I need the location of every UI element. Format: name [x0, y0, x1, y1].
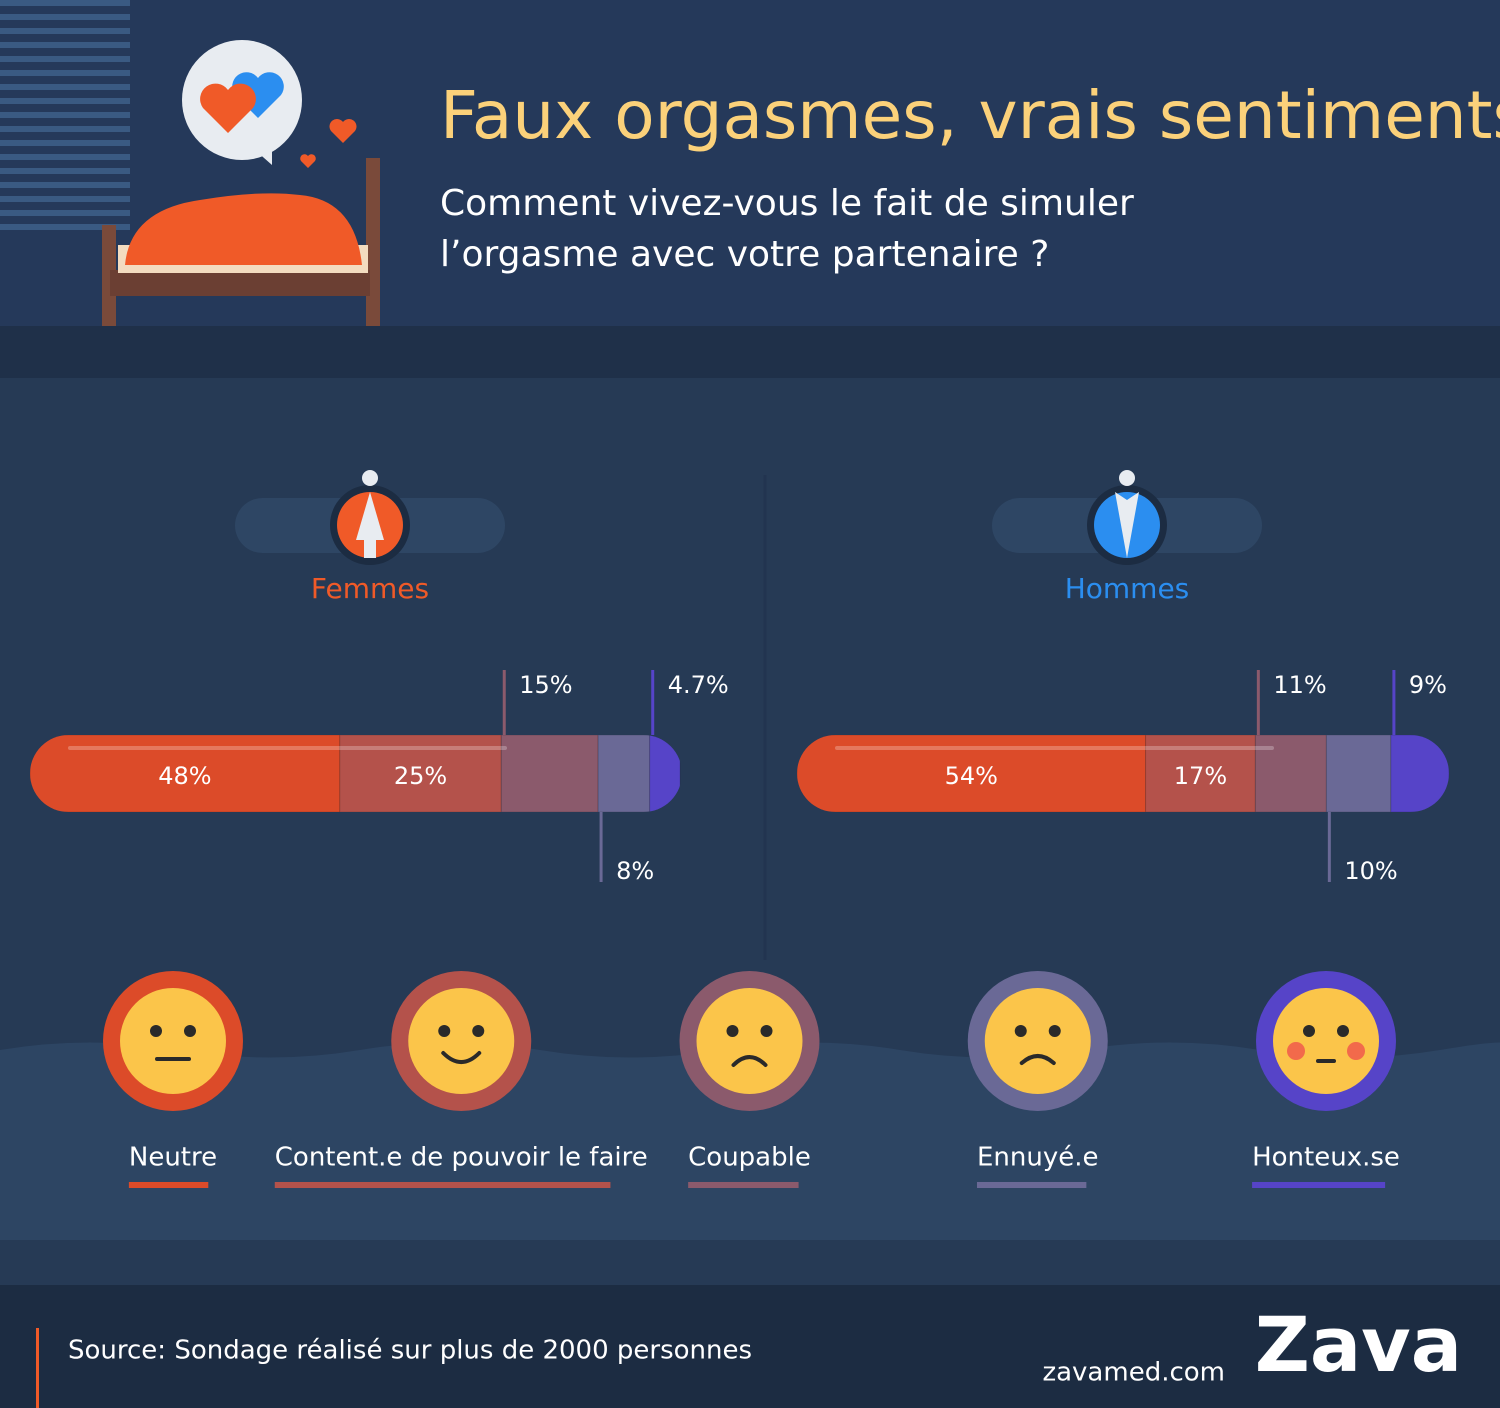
legend-face [408, 988, 515, 1094]
subtitle: Comment vivez-vous le fait de simuler [440, 183, 1134, 224]
legend-face [696, 988, 803, 1094]
legend-label: Content.e de pouvoir le faire [275, 1143, 648, 1173]
legend-eye [1014, 1025, 1027, 1037]
legend-eye [1303, 1025, 1315, 1037]
bar-segment [797, 735, 1147, 812]
brand: Zava [1255, 1300, 1462, 1389]
value-label: 17% [1174, 762, 1227, 790]
legend-blush [1287, 1042, 1305, 1060]
bar-segment [339, 735, 502, 812]
value-label: 25% [394, 762, 447, 790]
bar [30, 735, 681, 812]
legend-label: Coupable [688, 1143, 811, 1173]
bed-illustration [102, 40, 380, 326]
legend-underline [688, 1182, 799, 1188]
legend-face [120, 988, 226, 1094]
bar-segment [1145, 735, 1256, 812]
bar-segment [500, 735, 599, 812]
value-label: 4.7% [668, 671, 729, 699]
value-label: 15% [519, 671, 572, 699]
bar-segment [1254, 735, 1327, 812]
bar-segment [1325, 735, 1392, 812]
bar-segment [30, 735, 341, 812]
legend-eye [760, 1025, 773, 1037]
legend-label: Ennuyé.e [977, 1143, 1099, 1173]
icon-head [362, 470, 378, 486]
legend-eye [1337, 1025, 1349, 1037]
waves [0, 1042, 1500, 1240]
legend-underline [128, 1182, 209, 1188]
legend-eye [438, 1025, 451, 1037]
footer-bg [0, 1285, 1500, 1408]
legend-mouth [1019, 1054, 1056, 1065]
icon-figure [1115, 492, 1139, 558]
legend-blush [1347, 1042, 1365, 1060]
legend-label: Neutre [129, 1143, 217, 1173]
value-label: 8% [616, 857, 654, 885]
legend-label: Honteux.se [1252, 1143, 1400, 1173]
legend-eye [184, 1025, 196, 1037]
legend-underline [976, 1182, 1087, 1188]
legend-eye [472, 1025, 485, 1037]
value-label: 54% [945, 762, 998, 790]
bar [797, 735, 1449, 812]
category-label: Hommes [1065, 572, 1190, 605]
legend-face [984, 988, 1091, 1094]
bar-segment [597, 735, 651, 812]
header-strip [0, 326, 1500, 378]
value-label: 10% [1344, 857, 1397, 885]
category-label: Femmes [311, 572, 429, 605]
icon-head [1119, 470, 1135, 486]
value-label: 9% [1409, 671, 1447, 699]
website: zavamed.com [1042, 1358, 1225, 1388]
title: Faux orgasmes, vrais sentiments [440, 77, 1500, 154]
icon-figure [356, 492, 384, 558]
footer-accent [36, 1328, 39, 1408]
window-blinds [0, 0, 130, 230]
legend-eye [150, 1025, 162, 1037]
value-label: 11% [1273, 671, 1326, 699]
legend-mouth [441, 1051, 482, 1064]
legend-underline [1252, 1182, 1386, 1188]
legend-face [1273, 988, 1379, 1094]
legend-eye [1048, 1025, 1061, 1037]
source: Source: Sondage réalisé sur plus de 2000… [68, 1336, 752, 1366]
legend-mouth [731, 1055, 768, 1067]
legend-eye [726, 1025, 739, 1037]
legend-underline [274, 1182, 611, 1188]
value-label: 48% [158, 762, 211, 790]
subtitle: l’orgasme avec votre partenaire ? [440, 234, 1049, 275]
